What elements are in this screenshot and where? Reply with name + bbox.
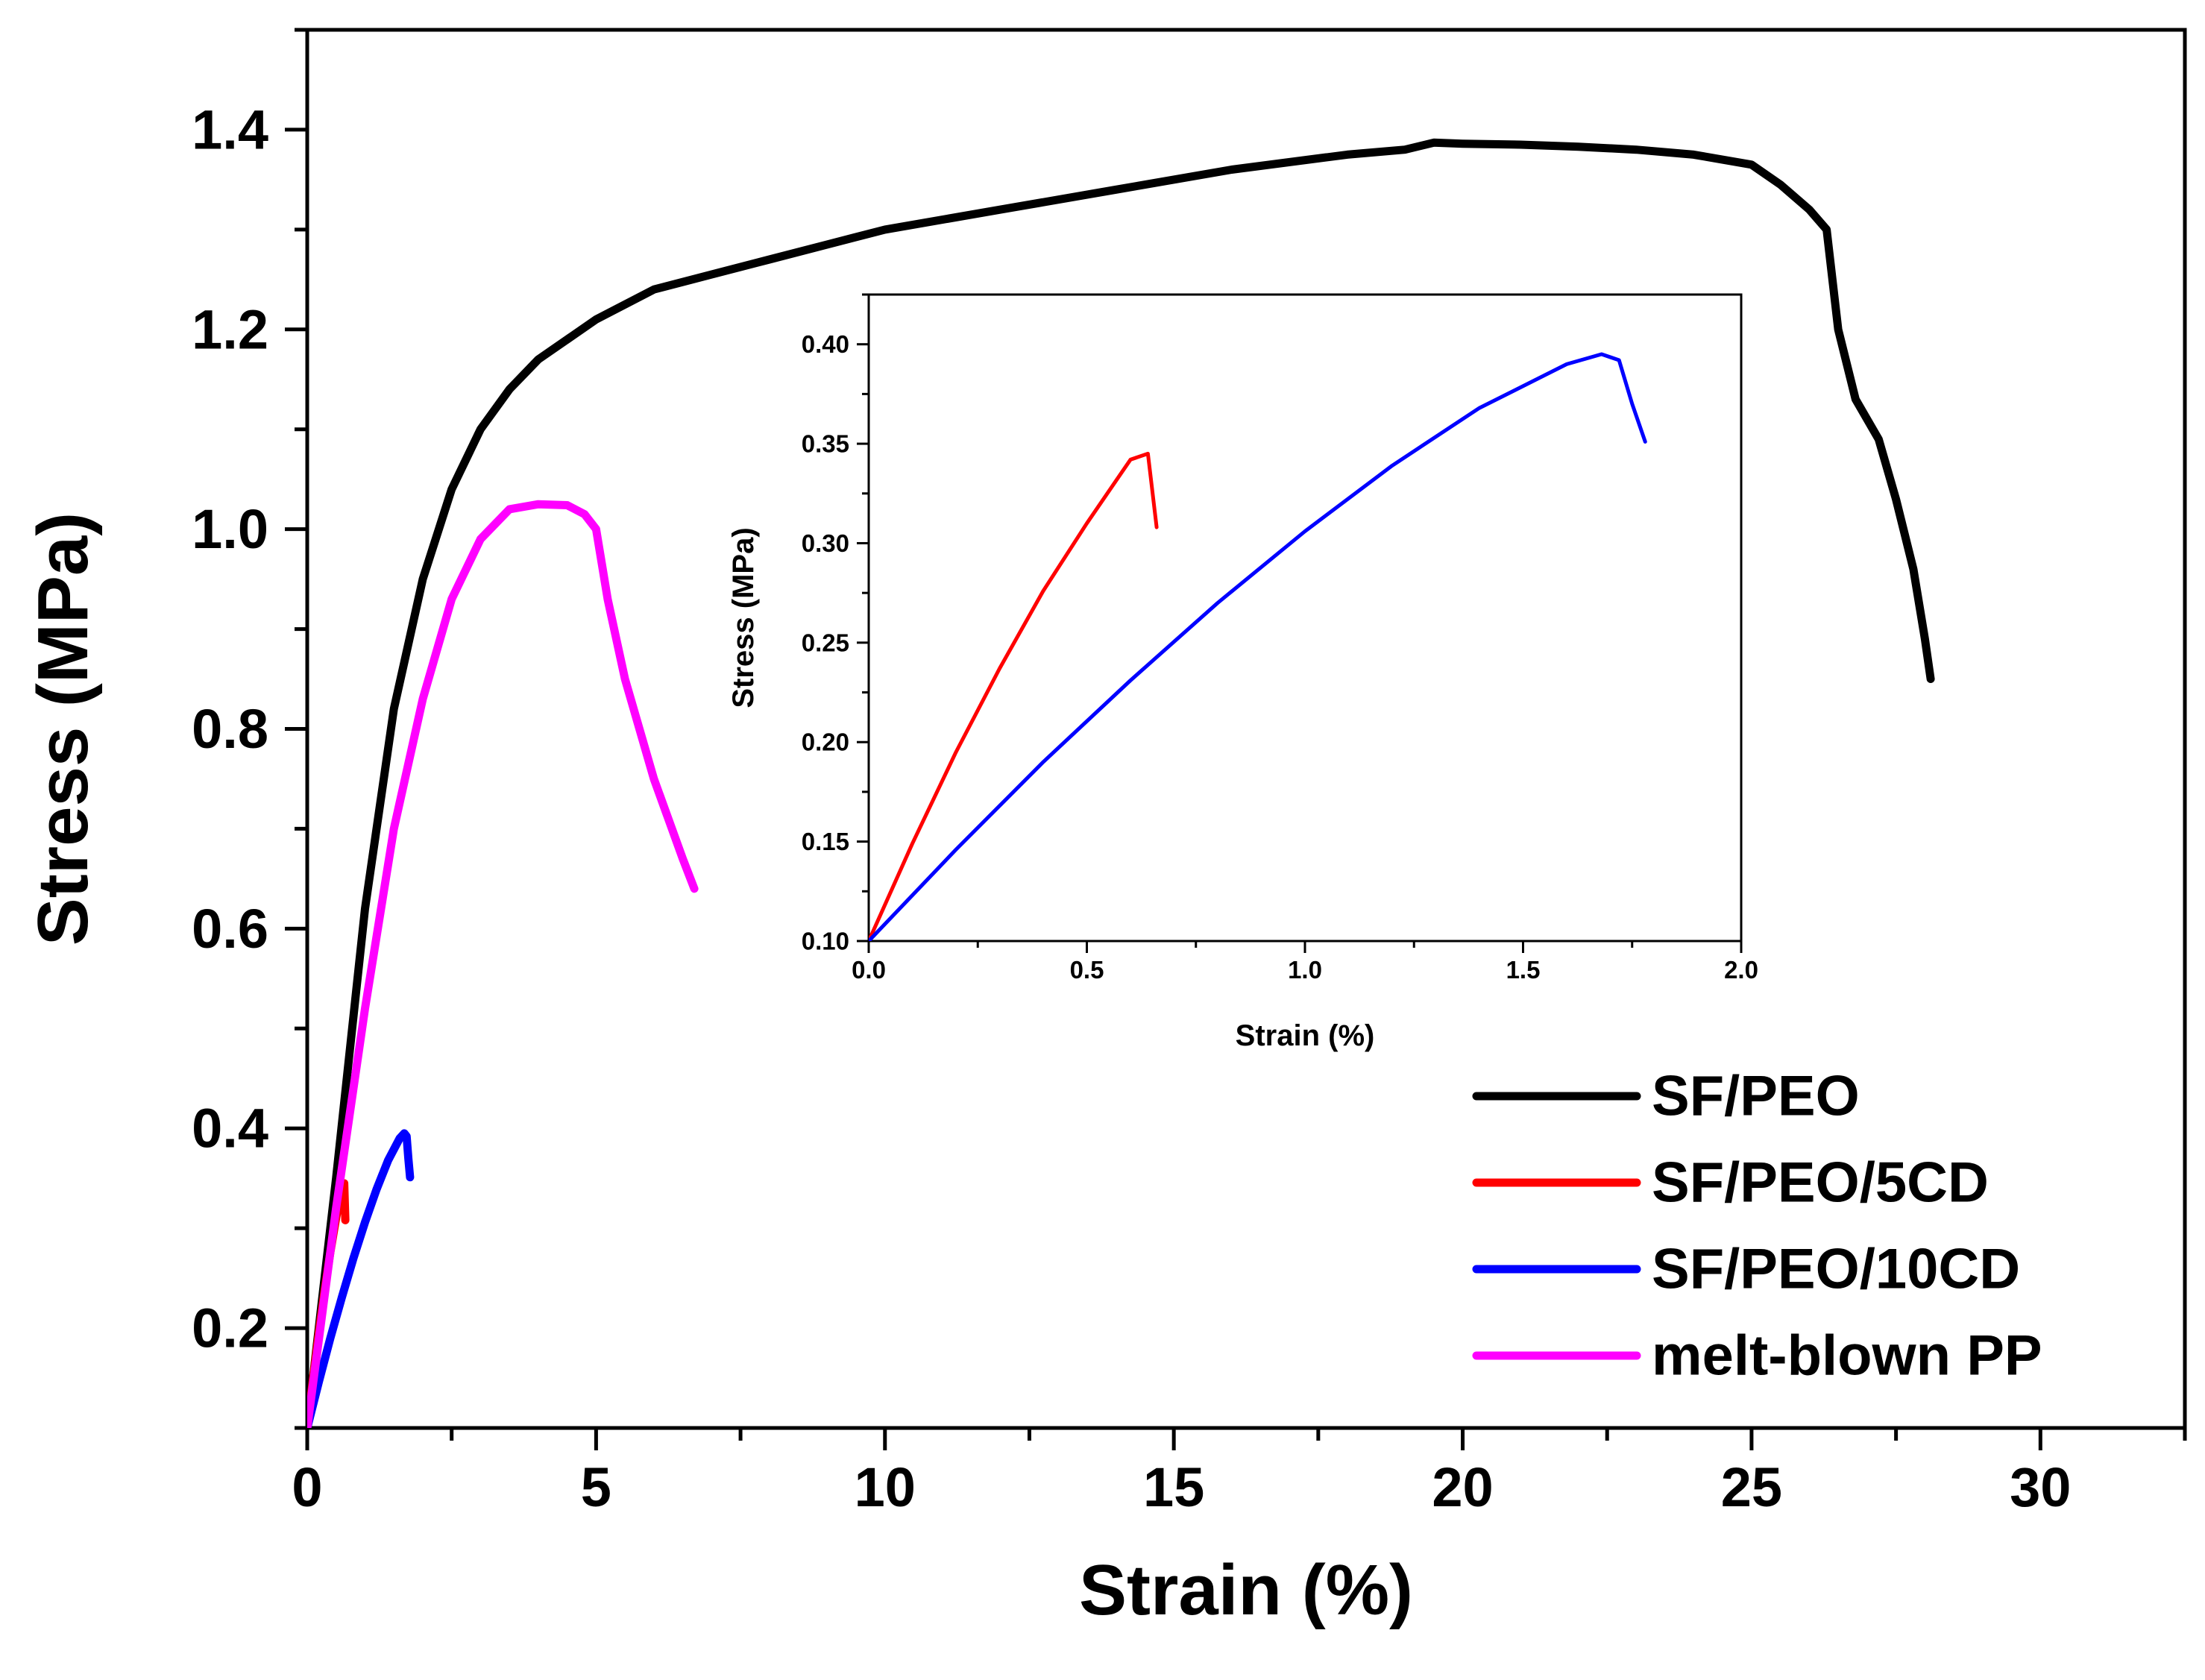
- inset-y-tick-label: 0.40: [802, 330, 849, 358]
- main-y-axis-title: Stress (MPa): [23, 512, 103, 946]
- inset-x-tick-label: 2.0: [1724, 956, 1758, 984]
- main-x-tick-label: 0: [292, 1456, 322, 1518]
- main-x-tick-label: 10: [855, 1456, 916, 1518]
- main-y-tick-label: 1.4: [192, 98, 268, 160]
- inset-plot: 0.0 0.5 1.0 1.5 2.0 0.10 0.15 0.20 0.25 0.30 0.35 0…: [727, 293, 1758, 1052]
- inset-x-tick-label: 0.0: [852, 956, 886, 984]
- inset-x-tick-label: 1.5: [1506, 956, 1541, 984]
- legend-label: SF/PEO/5CD: [1652, 1151, 1989, 1215]
- main-plot: 0 5 10 15 20 25 30 0.2 0.4 0.6 0.8 1.0 1.2 1.4 Strain …: [23, 28, 2187, 1630]
- inset-series-sf-peo-10cd: [869, 352, 1647, 941]
- main-series-sf-peo-10cd: [307, 1129, 415, 1428]
- main-y-tick-label: 0.6: [192, 898, 268, 960]
- main-y-tick-label: 1.2: [192, 298, 268, 360]
- main-x-tick-label: 20: [1432, 1456, 1493, 1518]
- main-y-tick-label: 1.0: [192, 498, 268, 560]
- legend-label: SF/PEO: [1652, 1065, 1860, 1128]
- main-series-group: [307, 138, 1935, 1428]
- inset-x-tick-label: 0.5: [1070, 956, 1104, 984]
- main-x-tick-label: 5: [581, 1456, 611, 1518]
- main-x-axis-title: Strain (%): [1079, 1550, 1413, 1630]
- main-y-tick-label: 0.4: [192, 1098, 268, 1160]
- inset-y-tick-label: 0.25: [802, 629, 849, 656]
- inset-y-axis-title: Stress (MPa): [727, 527, 760, 708]
- inset-x-tick-label: 1.0: [1288, 956, 1322, 984]
- legend: SF/PEO SF/PEO/5CD SF/PEO/10CD melt-blown PP: [1472, 1065, 2042, 1388]
- inset-y-tick-label: 0.10: [802, 928, 849, 955]
- inset-y-tick-label: 0.35: [802, 430, 849, 458]
- main-x-tick-label: 15: [1143, 1456, 1204, 1518]
- main-series-melt-blown-pp: [307, 500, 699, 1428]
- main-y-tick-label: 0.8: [192, 698, 268, 760]
- main-y-tick-label: 0.2: [192, 1297, 268, 1359]
- legend-label: melt-blown PP: [1652, 1324, 2042, 1388]
- legend-label: SF/PEO/10CD: [1652, 1238, 2020, 1301]
- inset-x-axis-title: Strain (%): [1236, 1019, 1375, 1052]
- main-x-tick-label: 30: [2010, 1456, 2071, 1518]
- inset-series-sf-peo-5cd: [869, 451, 1159, 941]
- inset-y-tick-label: 0.20: [802, 729, 849, 756]
- main-x-tick-label: 25: [1721, 1456, 1782, 1518]
- inset-y-tick-label: 0.15: [802, 828, 849, 855]
- inset-y-tick-label: 0.30: [802, 529, 849, 557]
- inset-series-group: [869, 352, 1647, 941]
- main-series-sf-peo: [307, 138, 1935, 1428]
